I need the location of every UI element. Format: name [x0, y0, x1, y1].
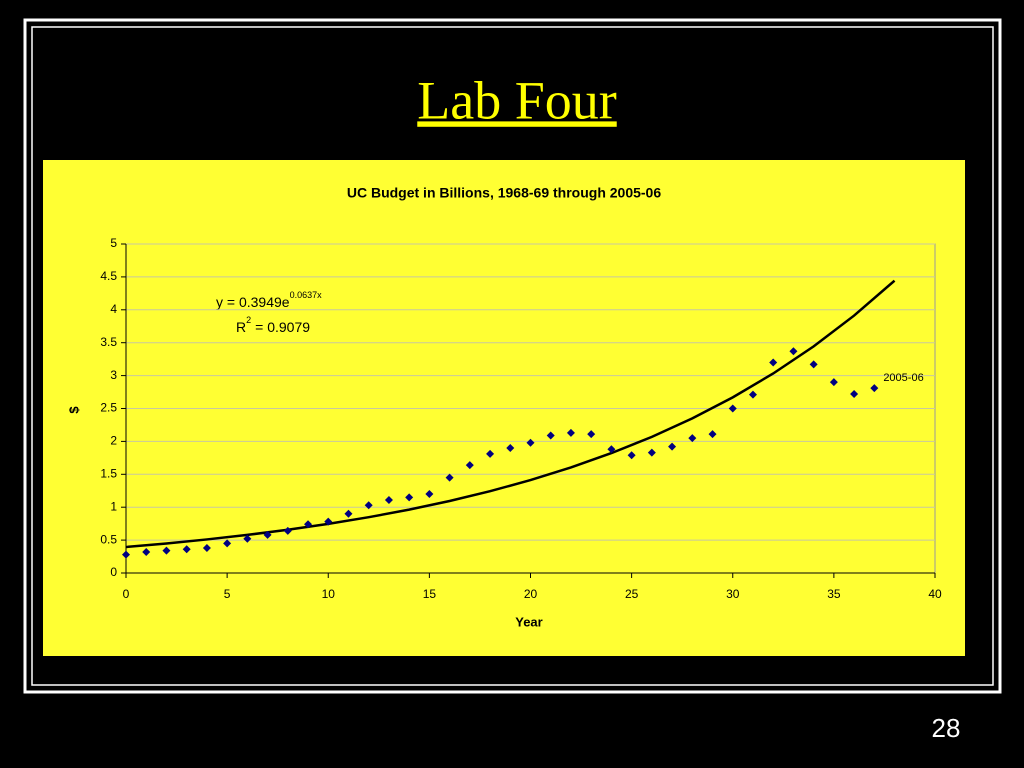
equation-base: y = 0.3949e: [216, 294, 290, 310]
trend-equation: y = 0.3949e0.0637x: [216, 290, 322, 309]
y-tick-label: 0: [110, 565, 117, 579]
data-point: [465, 461, 474, 470]
r-squared-base: R: [236, 319, 246, 335]
y-tick-label: 4.5: [100, 269, 117, 283]
y-tick-label: 2: [110, 434, 117, 448]
data-point: [202, 543, 211, 552]
data-point: [304, 520, 313, 529]
data-point: [627, 451, 636, 460]
data-point: [223, 539, 232, 548]
slide-frame: [23, 18, 1002, 694]
data-point: [324, 517, 333, 526]
data-point: [769, 358, 778, 367]
data-point: [870, 384, 879, 393]
r-squared-exponent: 2: [246, 315, 251, 325]
x-tick-label: 35: [827, 587, 841, 601]
data-point: [182, 545, 191, 554]
data-point: [142, 547, 151, 556]
y-tick-label: 1.5: [100, 466, 117, 480]
data-point: [566, 428, 575, 437]
x-tick-label: 15: [423, 587, 437, 601]
data-point: [526, 438, 535, 447]
y-axis-label: $: [66, 406, 81, 414]
data-point: [425, 490, 434, 499]
x-axis-label: Year: [515, 614, 542, 629]
chart-title: UC Budget in Billions, 1968-69 through 2…: [347, 185, 662, 201]
data-point: [668, 442, 677, 451]
y-tick-label: 3.5: [100, 335, 117, 349]
data-point: [546, 431, 555, 440]
x-tick-label: 25: [625, 587, 639, 601]
page-number: 28: [932, 713, 961, 743]
y-tick-label: 3: [110, 368, 117, 382]
slide-title: Lab Four: [417, 70, 616, 130]
trendline: [125, 279, 896, 549]
data-point: [850, 390, 859, 399]
data-point: [728, 404, 737, 413]
x-tick-label: 10: [322, 587, 336, 601]
y-tick-label: 1: [110, 499, 117, 513]
data-point: [829, 378, 838, 387]
r-squared: R2 = 0.9079: [236, 315, 310, 334]
data-point: [283, 526, 292, 535]
data-point: [162, 546, 171, 555]
plot: 0 0.5 1 1.5 2 2.5 3 3.5 4 4.5 5 0 5 10 15 20 25 30 35 40 200…: [100, 236, 942, 601]
data-point: [748, 390, 757, 399]
data-point: [384, 495, 393, 504]
point-label: 2005-06: [883, 372, 923, 384]
x-tick-label: 30: [726, 587, 740, 601]
r-squared-value: = 0.9079: [255, 319, 310, 335]
data-point: [688, 434, 697, 443]
data-point: [445, 473, 454, 482]
x-tick-label: 20: [524, 587, 538, 601]
data-point: [263, 530, 272, 539]
data-point: [587, 430, 596, 439]
x-tick-label: 0: [123, 587, 130, 601]
x-tick-label: 5: [224, 587, 231, 601]
data-point: [506, 443, 515, 452]
equation-exponent: 0.0637x: [290, 290, 323, 300]
data-point: [405, 493, 414, 502]
y-tick-label: 0.5: [100, 532, 117, 546]
data-point: [344, 509, 353, 518]
x-tick-label: 40: [928, 587, 942, 601]
data-point: [122, 550, 130, 559]
y-tick-label: 4: [110, 302, 117, 316]
data-point: [647, 448, 656, 457]
slide-frame-inner: [31, 26, 994, 686]
data-point: [607, 445, 616, 454]
data-point: [486, 449, 495, 458]
data-point: [809, 360, 818, 369]
data-point: [708, 430, 717, 439]
data-point: [789, 347, 798, 356]
y-tick-label: 5: [110, 236, 117, 250]
data-point: [364, 501, 373, 510]
data-point: [243, 534, 252, 543]
y-tick-label: 2.5: [100, 401, 117, 415]
